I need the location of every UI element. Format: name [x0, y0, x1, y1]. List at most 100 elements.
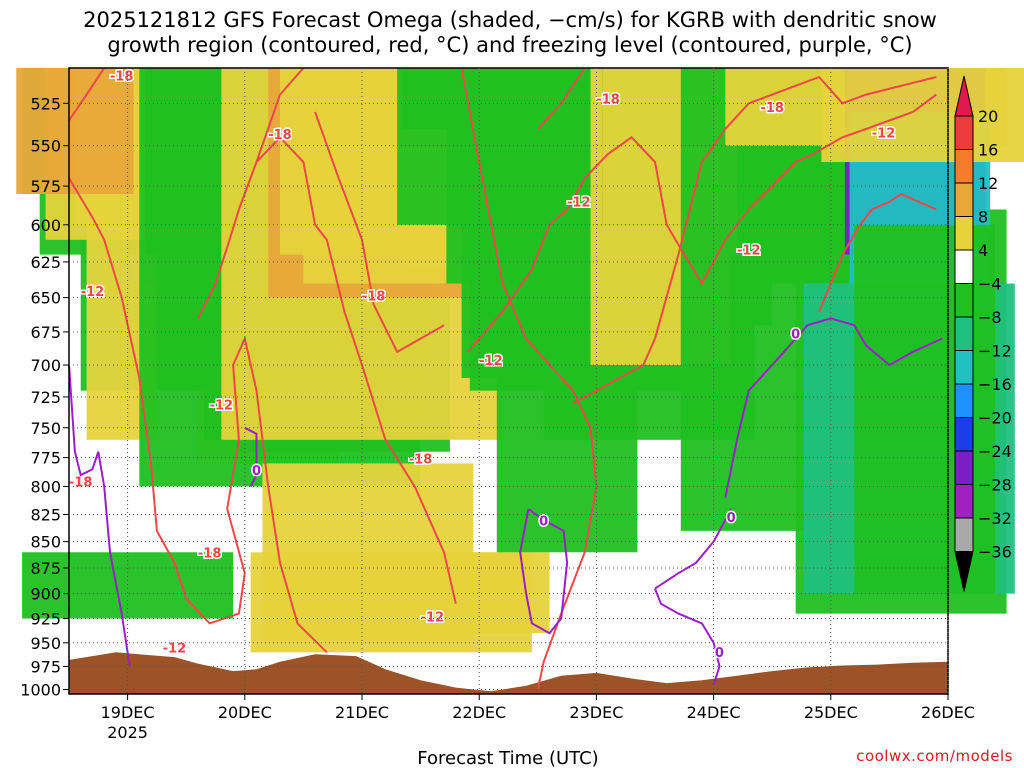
- y-tick-label: 700: [30, 356, 61, 375]
- freezing-contour-line: [654, 508, 733, 590]
- colorbar-box: [954, 517, 974, 552]
- colorbar-label: −8: [978, 308, 1002, 327]
- x-tick-label: 23DEC: [569, 703, 623, 722]
- y-tick-label: 850: [30, 533, 61, 552]
- dgz-contour-line: [68, 67, 106, 122]
- terrain-fill: [69, 652, 948, 694]
- y-tick-label: 550: [30, 137, 61, 156]
- y-tick-label: 950: [30, 634, 61, 653]
- omega-shading: [16, 68, 1024, 653]
- colorbar-label: −24: [978, 442, 1012, 461]
- colorbar-box: [954, 484, 974, 519]
- colorbar-label: −20: [978, 409, 1012, 428]
- freezing-contour-label: 0: [727, 511, 736, 526]
- colorbar-label: −32: [978, 509, 1012, 528]
- colorbar-label: −28: [978, 476, 1012, 495]
- freezing-contours: 0 0 0 0 0: [68, 317, 943, 686]
- colorbar-box: [954, 283, 974, 318]
- y-tick-label: 1000: [20, 680, 61, 699]
- freezing-contour-label: 0: [252, 464, 261, 479]
- y-tick-label: 675: [30, 323, 61, 342]
- dgz-contour-label: -12: [737, 244, 761, 259]
- x-tick-label: 21DEC: [335, 703, 389, 722]
- plot-area: -18 -18 -18 -18 -18 -18 -18 -18 -12 -12 -12 -12 -12 -…: [16, 67, 1024, 695]
- freezing-contour-line: [724, 317, 943, 498]
- y-tick-label: 600: [30, 216, 61, 235]
- colorbar-box: [954, 115, 974, 150]
- dgz-contour-line: [466, 93, 937, 353]
- dgz-contour-label: -18: [760, 101, 784, 116]
- y-tick-label: 575: [30, 177, 61, 196]
- dgz-contour-label: -18: [596, 92, 620, 107]
- colorbar-box: [954, 149, 974, 184]
- dgz-contour-label: -12: [81, 285, 105, 300]
- y-tick-label: 925: [30, 610, 61, 629]
- dgz-contour-label: -18: [409, 452, 433, 467]
- x-axis: 19DEC 20DEC 21DEC 22DEC 23DEC 24DEC 25DEC 26DEC…: [101, 68, 975, 742]
- dgz-contour-label: -18: [69, 475, 93, 490]
- y-tick-label: 750: [30, 419, 61, 438]
- dgz-contour-label: -18: [110, 70, 134, 85]
- dgz-contour-line: [197, 135, 457, 604]
- y-tick-label: 800: [30, 477, 61, 496]
- colorbar-box: [954, 249, 974, 284]
- dgz-labels: -18 -18 -18 -18 -18 -18 -18 -18 -12 -12 -12 -12 -12 -…: [67, 68, 896, 658]
- freezing-contour-line: [654, 588, 721, 686]
- freezing-contour-label: 0: [791, 328, 800, 343]
- dgz-contour-label: -18: [268, 128, 292, 143]
- colorbar-box: [954, 216, 974, 251]
- omega-cell: [268, 552, 550, 634]
- y-tick-label: 900: [30, 585, 61, 604]
- dgz-contour-line: [818, 192, 937, 312]
- dgz-contour-line: [314, 111, 445, 354]
- colorbar-label: 4: [978, 241, 988, 260]
- dgz-contour-label: -12: [479, 354, 503, 369]
- colorbar-label: −4: [978, 275, 1002, 294]
- y-tick-label: 975: [30, 657, 61, 676]
- dgz-contour-label: -18: [198, 547, 222, 562]
- freezing-contour-line: [244, 426, 258, 487]
- dgz-contour-label: -12: [567, 195, 591, 210]
- colorbar-box: [954, 417, 974, 452]
- y-tick-label: 725: [30, 388, 61, 407]
- y-tick-label: 825: [30, 505, 61, 524]
- omega-cell: [22, 552, 234, 619]
- colorbar-label: −16: [978, 375, 1012, 394]
- dgz-contour-line: [572, 75, 937, 405]
- dgz-contours: [68, 67, 937, 690]
- colorbar-bottom-arrow: [954, 551, 974, 592]
- x-tick-label: 22DEC: [452, 703, 506, 722]
- colorbar-box: [954, 182, 974, 217]
- dgz-contour-label: -18: [362, 289, 386, 304]
- y-tick-label: 875: [30, 559, 61, 578]
- colorbar: 20 16 12 8 4 −4 −8 −12 −16 −20 −24 −28 −32 −36: [954, 75, 1012, 592]
- dgz-contour-label: -12: [210, 398, 234, 413]
- chart-title-line1: 2025121812 GFS Forecast Omega (shaded, −…: [83, 8, 937, 32]
- colorbar-label: 12: [978, 174, 998, 193]
- colorbar-label: 8: [978, 208, 988, 227]
- freezing-contour-line: [68, 364, 131, 667]
- y-axis: 525 550 575 600 625 650 675 700 725 750 775 800 825 8…: [20, 94, 948, 699]
- y-tick-label: 525: [30, 94, 61, 113]
- y-tick-label: 625: [30, 253, 61, 272]
- freezing-contour-label: 0: [539, 514, 548, 529]
- colorbar-box: [954, 450, 974, 485]
- x-tick-sublabel: 2025: [107, 723, 148, 742]
- x-tick-label: 19DEC: [101, 703, 155, 722]
- x-tick-label: 26DEC: [921, 703, 975, 722]
- dgz-contour-label: -12: [163, 641, 187, 656]
- x-tick-label: 24DEC: [687, 703, 741, 722]
- x-tick-label: 25DEC: [804, 703, 858, 722]
- colorbar-label: −36: [978, 543, 1012, 562]
- y-tick-label: 650: [30, 289, 61, 308]
- colorbar-box: [954, 383, 974, 418]
- chart-title-line2: growth region (contoured, red, °C) and f…: [107, 33, 912, 57]
- dgz-contour-line: [255, 67, 305, 163]
- credit-text[interactable]: coolwx.com/models: [856, 747, 1013, 765]
- colorbar-label: −12: [978, 342, 1012, 361]
- x-tick-label: 20DEC: [218, 703, 272, 722]
- colorbar-label: 16: [978, 141, 998, 160]
- dgz-contour-label: -12: [872, 126, 896, 141]
- omega-cell: [821, 68, 1024, 163]
